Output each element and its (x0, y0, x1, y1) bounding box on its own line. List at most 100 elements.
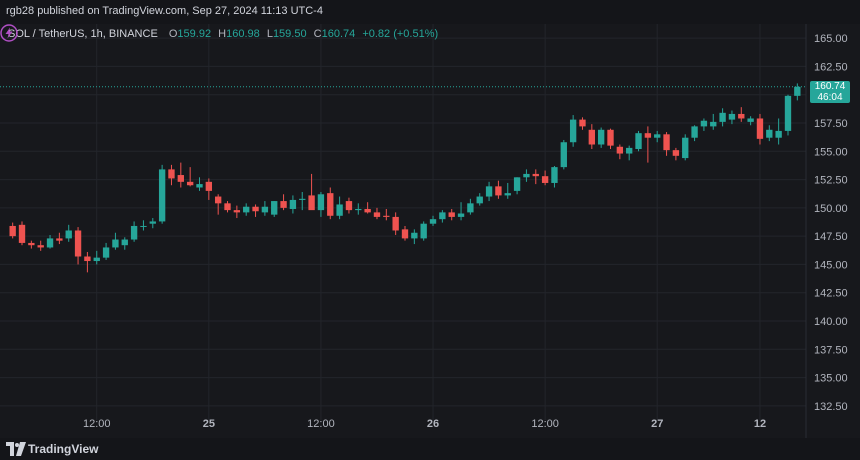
candle[interactable] (691, 125, 698, 142)
symbol-legend: SOL / TetherUS, 1h, BINANCE O159.92 H160… (8, 28, 438, 40)
candle[interactable] (513, 177, 521, 195)
candle[interactable] (616, 144, 624, 160)
candle[interactable] (252, 204, 259, 217)
candle[interactable] (476, 193, 483, 206)
candle[interactable] (355, 203, 362, 215)
candle[interactable] (130, 221, 138, 242)
candle[interactable] (728, 110, 736, 125)
candle[interactable] (766, 125, 773, 142)
candle[interactable] (93, 250, 100, 265)
y-tick-label: 142.50 (814, 288, 848, 300)
candle[interactable] (411, 229, 418, 245)
candle[interactable] (196, 177, 203, 191)
chart-area[interactable]: 165.00162.50160.00157.50155.00152.50150.… (0, 24, 860, 438)
candlestick-chart[interactable]: 165.00162.50160.00157.50155.00152.50150.… (0, 24, 860, 438)
candle[interactable] (429, 215, 437, 226)
candle[interactable] (112, 232, 119, 250)
candle[interactable] (271, 201, 278, 217)
candle[interactable] (560, 139, 567, 170)
candle[interactable] (495, 180, 502, 199)
candle-body (738, 113, 745, 119)
candle[interactable] (383, 208, 390, 221)
candle[interactable] (345, 197, 353, 214)
candle[interactable] (65, 224, 72, 242)
candle[interactable] (738, 107, 745, 122)
brand-name[interactable]: TradingView (28, 442, 99, 456)
y-tick-label: 137.50 (814, 344, 848, 356)
candle[interactable] (215, 194, 222, 215)
candle-body (373, 212, 381, 217)
candle[interactable] (158, 164, 166, 224)
flash-icon[interactable] (0, 24, 18, 42)
candle[interactable] (775, 118, 782, 145)
candle[interactable] (654, 130, 661, 143)
candle[interactable] (626, 145, 633, 161)
candle[interactable] (299, 192, 306, 211)
candle[interactable] (747, 116, 754, 126)
candle[interactable] (168, 164, 175, 186)
candle[interactable] (710, 113, 717, 130)
candle[interactable] (420, 221, 427, 241)
candle[interactable] (140, 220, 147, 231)
candle[interactable] (9, 222, 16, 239)
candle[interactable] (373, 207, 381, 220)
candle[interactable] (644, 126, 652, 163)
symbol-label[interactable]: SOL / TetherUS, 1h, BINANCE (8, 28, 158, 40)
candle[interactable] (56, 232, 63, 245)
candle[interactable] (224, 201, 231, 213)
candle[interactable] (719, 108, 726, 127)
candle[interactable] (336, 196, 343, 220)
candle[interactable] (635, 130, 642, 152)
candle[interactable] (682, 134, 689, 161)
candle[interactable] (485, 181, 493, 202)
candle[interactable] (448, 208, 455, 221)
candle[interactable] (317, 192, 325, 217)
candle[interactable] (233, 205, 241, 219)
candle[interactable] (663, 132, 670, 156)
candle[interactable] (439, 210, 446, 223)
candle[interactable] (700, 118, 708, 131)
candle[interactable] (569, 115, 577, 147)
candle[interactable] (523, 169, 530, 182)
candle[interactable] (186, 167, 194, 187)
candle[interactable] (327, 187, 334, 220)
candle[interactable] (121, 237, 128, 250)
candle[interactable] (74, 227, 82, 265)
x-tick-label: 12 (754, 418, 766, 430)
candle[interactable] (46, 235, 54, 249)
candle[interactable] (364, 202, 371, 214)
candle[interactable] (579, 117, 586, 130)
candle[interactable] (541, 170, 549, 186)
y-tick-label: 135.00 (814, 373, 848, 385)
candle[interactable] (37, 240, 44, 251)
candle[interactable] (392, 212, 399, 236)
candle[interactable] (457, 202, 465, 221)
candle[interactable] (401, 225, 409, 241)
candle[interactable] (289, 195, 297, 214)
candle[interactable] (243, 203, 250, 216)
candle[interactable] (149, 218, 156, 229)
candle[interactable] (308, 173, 315, 211)
candle[interactable] (467, 198, 474, 215)
candle[interactable] (784, 94, 792, 136)
candle[interactable] (607, 128, 614, 150)
candle[interactable] (794, 83, 801, 101)
candle[interactable] (672, 147, 680, 161)
candle[interactable] (588, 124, 595, 150)
candle[interactable] (532, 169, 539, 185)
candle[interactable] (18, 221, 26, 246)
candle[interactable] (177, 162, 184, 188)
candle[interactable] (84, 251, 91, 273)
candle[interactable] (28, 240, 35, 249)
candle[interactable] (280, 194, 287, 211)
candle[interactable] (504, 182, 511, 199)
candle-body (485, 186, 493, 197)
candle[interactable] (597, 127, 605, 148)
candle[interactable] (756, 113, 764, 145)
candle[interactable] (551, 165, 558, 188)
candle[interactable] (261, 201, 269, 216)
tradingview-logo-icon[interactable] (6, 442, 26, 456)
candle[interactable] (102, 242, 110, 260)
candle[interactable] (205, 178, 213, 200)
y-tick-label: 152.50 (814, 175, 848, 187)
